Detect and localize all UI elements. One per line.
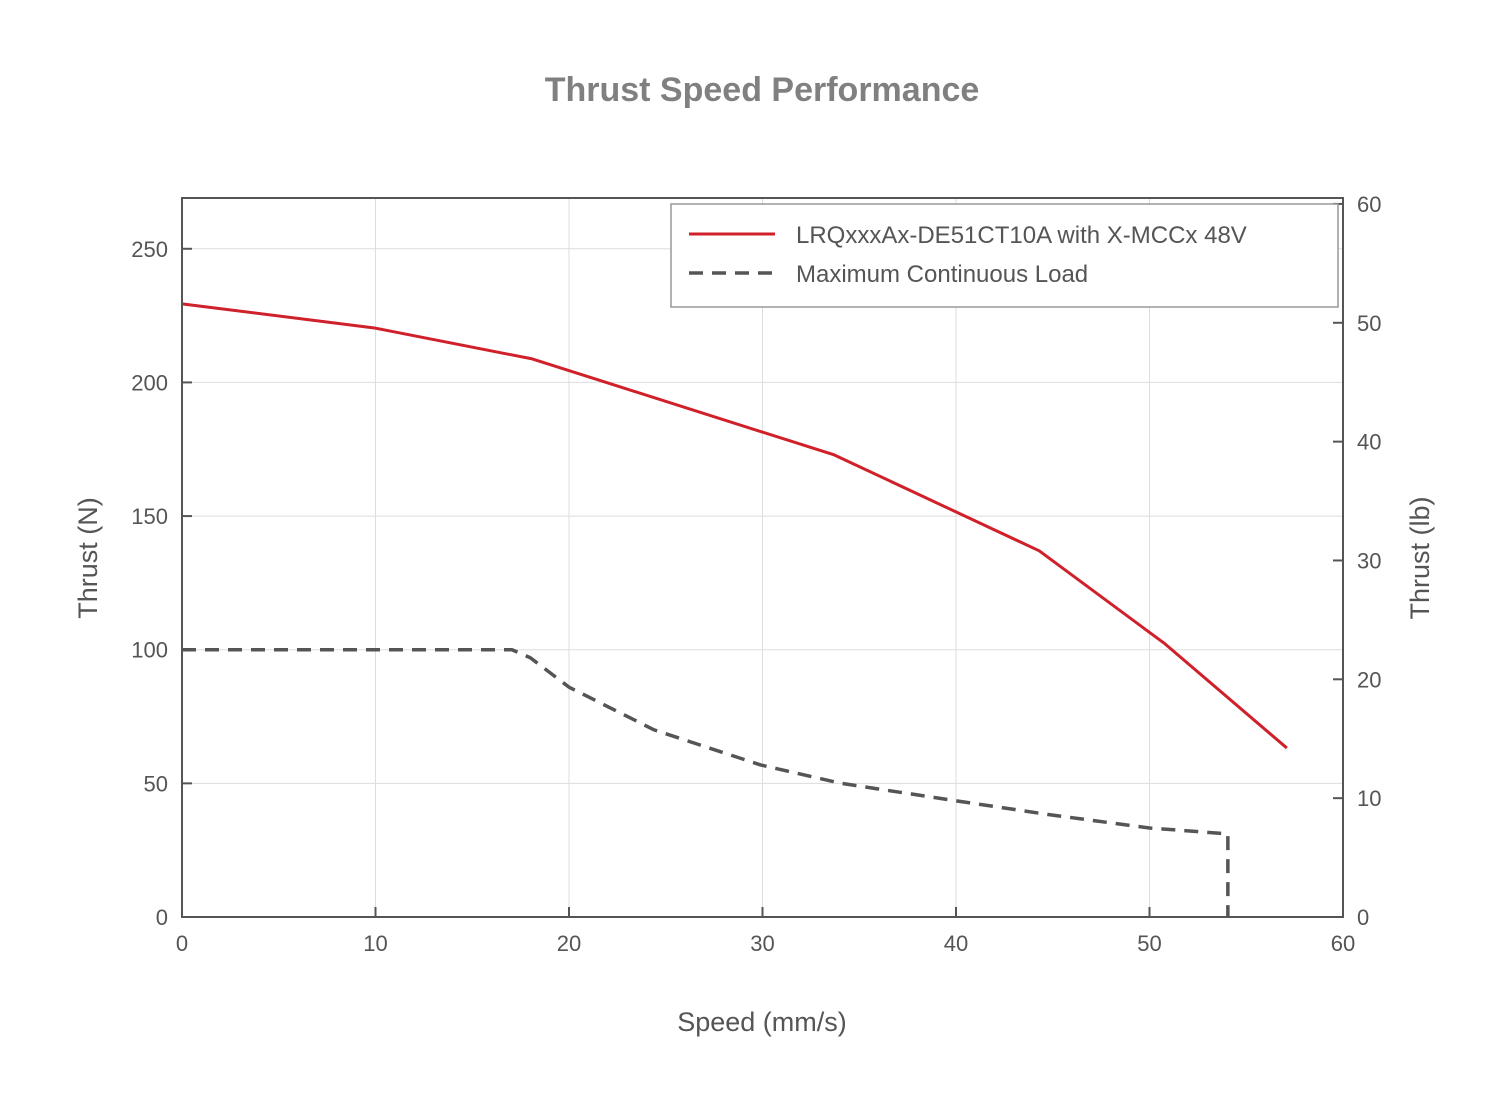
series-line-1 — [182, 647, 1230, 917]
y-tick-label: 100 — [131, 638, 168, 663]
series-lines — [181, 302, 1288, 917]
y-tick-label: 150 — [131, 504, 168, 529]
y-axis-label: Thrust (N) — [73, 497, 103, 619]
x-tick-label: 40 — [944, 931, 968, 956]
y-tick-label: 50 — [144, 771, 168, 796]
y2-axis-label: Thrust (lb) — [1405, 496, 1435, 619]
x-axis-label: Speed (mm/s) — [677, 1007, 847, 1037]
x-tick-label: 20 — [557, 931, 581, 956]
y2-tick-label: 60 — [1357, 192, 1381, 217]
x-tick-label: 10 — [363, 931, 387, 956]
legend-box — [670, 203, 1339, 308]
series-line-0 — [181, 302, 1288, 750]
chart-title: Thrust Speed Performance — [545, 71, 980, 109]
legend-label-1: Maximum Continuous Load — [796, 261, 1088, 288]
legend-label-0: LRQxxxAx-DE51CT10A with X-MCCx 48V — [796, 222, 1247, 249]
y2-tick-label: 10 — [1357, 786, 1381, 811]
x-tick-label: 30 — [750, 931, 774, 956]
legend: LRQxxxAx-DE51CT10A with X-MCCx 48V Maxim… — [670, 203, 1339, 308]
y2-tick-label: 40 — [1357, 430, 1381, 455]
y2-tick-label: 50 — [1357, 311, 1381, 336]
y2-tick-label: 30 — [1357, 548, 1381, 573]
x-tick-label: 0 — [176, 931, 188, 956]
x-tick-label: 60 — [1331, 931, 1355, 956]
y2-tick-label: 20 — [1357, 667, 1381, 692]
y2-tick-label: 0 — [1357, 905, 1369, 930]
y-tick-label: 200 — [131, 370, 168, 395]
y-tick-label: 250 — [131, 237, 168, 262]
ticks: 0 10 20 30 40 50 60050100150200250010203040506… — [131, 192, 1381, 956]
x-tick-label: 50 — [1137, 931, 1161, 956]
y-tick-label: 0 — [156, 905, 168, 930]
